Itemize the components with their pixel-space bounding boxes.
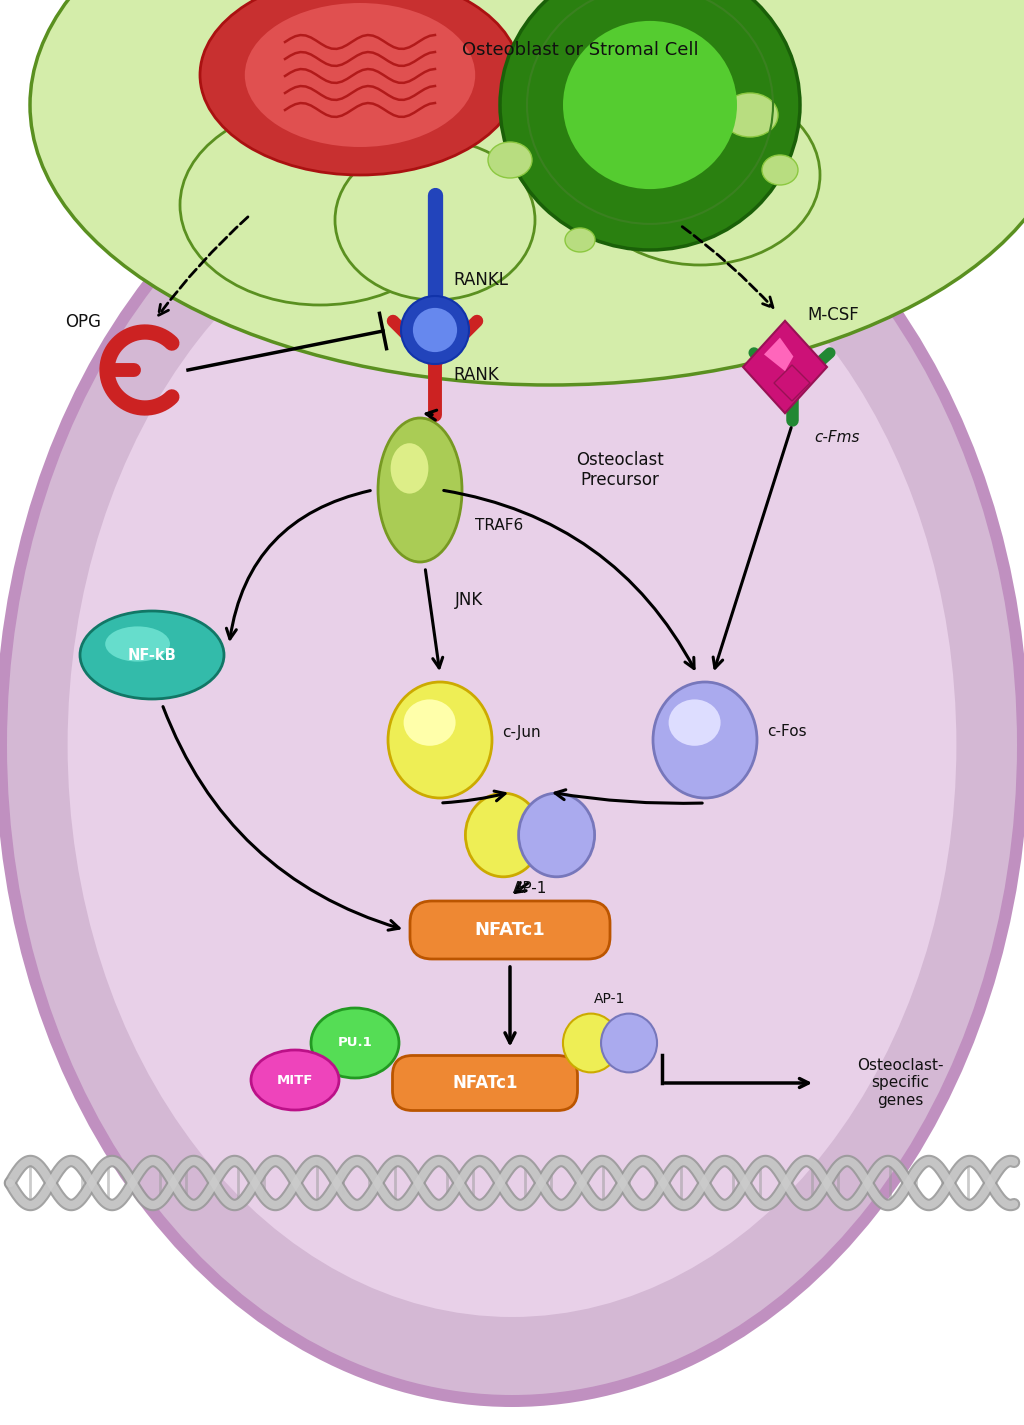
Ellipse shape <box>180 105 460 305</box>
Ellipse shape <box>653 683 757 798</box>
Ellipse shape <box>311 1007 399 1077</box>
Ellipse shape <box>30 0 1024 385</box>
Ellipse shape <box>401 296 469 363</box>
Text: M-CSF: M-CSF <box>807 306 859 323</box>
FancyBboxPatch shape <box>392 1056 578 1110</box>
Text: Osteoclast
Precursor: Osteoclast Precursor <box>577 450 664 489</box>
Text: TRAF6: TRAF6 <box>475 517 523 533</box>
Ellipse shape <box>601 1013 657 1073</box>
Text: OPG: OPG <box>65 314 100 331</box>
Ellipse shape <box>669 700 721 745</box>
Text: RANK: RANK <box>453 366 499 383</box>
Ellipse shape <box>245 3 475 147</box>
Polygon shape <box>774 365 810 400</box>
Ellipse shape <box>565 228 595 252</box>
Text: AP-1: AP-1 <box>513 881 547 896</box>
Ellipse shape <box>563 1013 618 1073</box>
Ellipse shape <box>378 418 462 561</box>
Ellipse shape <box>563 21 737 190</box>
Text: MITF: MITF <box>276 1073 313 1086</box>
Ellipse shape <box>388 683 492 798</box>
Text: c-Fms: c-Fms <box>814 430 859 446</box>
Text: JNK: JNK <box>455 591 483 608</box>
Ellipse shape <box>413 308 457 352</box>
Ellipse shape <box>335 140 535 301</box>
Text: c-Jun: c-Jun <box>502 724 541 740</box>
Text: NFATc1: NFATc1 <box>475 921 546 939</box>
Ellipse shape <box>465 794 542 876</box>
Polygon shape <box>764 338 794 370</box>
Polygon shape <box>743 321 827 413</box>
Ellipse shape <box>500 0 800 249</box>
Text: NF-kB: NF-kB <box>128 647 176 663</box>
Text: PU.1: PU.1 <box>338 1036 373 1049</box>
Ellipse shape <box>722 93 778 137</box>
Text: Osteoblast or Stromal Cell: Osteoblast or Stromal Cell <box>462 41 698 58</box>
Ellipse shape <box>762 155 798 185</box>
Text: c-Fos: c-Fos <box>767 724 807 740</box>
FancyBboxPatch shape <box>410 901 610 959</box>
Ellipse shape <box>80 611 224 700</box>
Ellipse shape <box>7 95 1017 1395</box>
Ellipse shape <box>580 86 820 265</box>
Text: RANKL: RANKL <box>453 271 508 289</box>
Ellipse shape <box>488 142 532 178</box>
Ellipse shape <box>0 83 1024 1406</box>
Ellipse shape <box>200 0 520 175</box>
Ellipse shape <box>251 1050 339 1110</box>
Text: AP-1: AP-1 <box>594 992 626 1006</box>
Text: Osteoclast-
specific
genes: Osteoclast- specific genes <box>857 1059 943 1107</box>
Text: NFATc1: NFATc1 <box>453 1074 518 1092</box>
Ellipse shape <box>518 794 595 876</box>
Ellipse shape <box>68 172 956 1317</box>
Ellipse shape <box>403 700 456 745</box>
Ellipse shape <box>105 627 170 661</box>
Ellipse shape <box>390 443 428 493</box>
